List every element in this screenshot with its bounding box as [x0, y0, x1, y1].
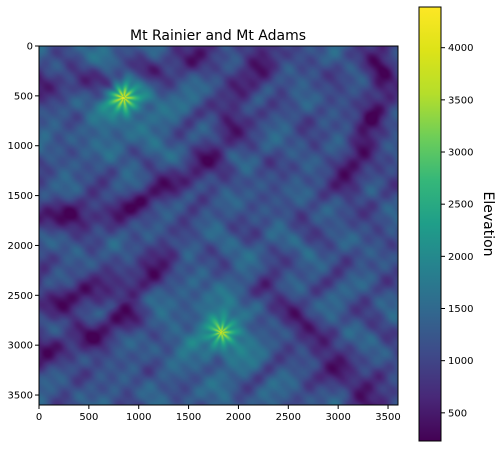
- x-tick-label: 0: [36, 412, 42, 423]
- x-tick-label: 3500: [375, 412, 400, 423]
- y-tick-label: 1500: [8, 191, 33, 202]
- colorbar-tick-label: 3500: [448, 95, 473, 106]
- y-tick-label: 3500: [8, 391, 33, 402]
- colorbar-tick-label: 1500: [448, 304, 473, 315]
- colorbar-tick-label: 3000: [448, 148, 473, 159]
- chart-title: Mt Rainier and Mt Adams: [130, 28, 306, 44]
- elevation-heatmap: [39, 46, 398, 405]
- x-tick-label: 1000: [126, 412, 151, 423]
- x-tick-label: 3000: [325, 412, 350, 423]
- colorbar-label: Elevation: [480, 191, 496, 256]
- y-tick-label: 3000: [8, 341, 33, 352]
- y-tick-label: 500: [14, 91, 33, 102]
- y-tick-label: 1000: [8, 141, 33, 152]
- x-tick-label: 1500: [176, 412, 201, 423]
- colorbar-gradient: [418, 6, 442, 442]
- plot-frame: [38, 45, 399, 406]
- colorbar-tick-label: 2000: [448, 252, 473, 263]
- x-axis: 0 500 1000 1500 2000 2500 3000 3500: [36, 405, 401, 423]
- x-tick-label: 2500: [276, 412, 301, 423]
- y-tick-label: 2500: [8, 291, 33, 302]
- colorbar-tick-label: 1000: [448, 356, 473, 367]
- x-tick-label: 2000: [226, 412, 251, 423]
- colorbar-tick-label: 4000: [448, 43, 473, 54]
- y-axis: 0 500 1000 1500 2000 2500 3000 3500: [8, 42, 39, 402]
- y-tick-label: 0: [27, 42, 33, 53]
- colorbar-tick-label: 500: [448, 408, 467, 419]
- y-tick-label: 2000: [8, 241, 33, 252]
- x-tick-label: 500: [79, 412, 98, 423]
- colorbar-ticks: 500 1000 1500 2000 2500 3000 3500 4000: [441, 43, 473, 419]
- colorbar: 500 1000 1500 2000 2500 3000 3500 4000 Elevatio…: [418, 6, 496, 442]
- colorbar-tick-label: 2500: [448, 200, 473, 211]
- plot-area: [38, 45, 399, 406]
